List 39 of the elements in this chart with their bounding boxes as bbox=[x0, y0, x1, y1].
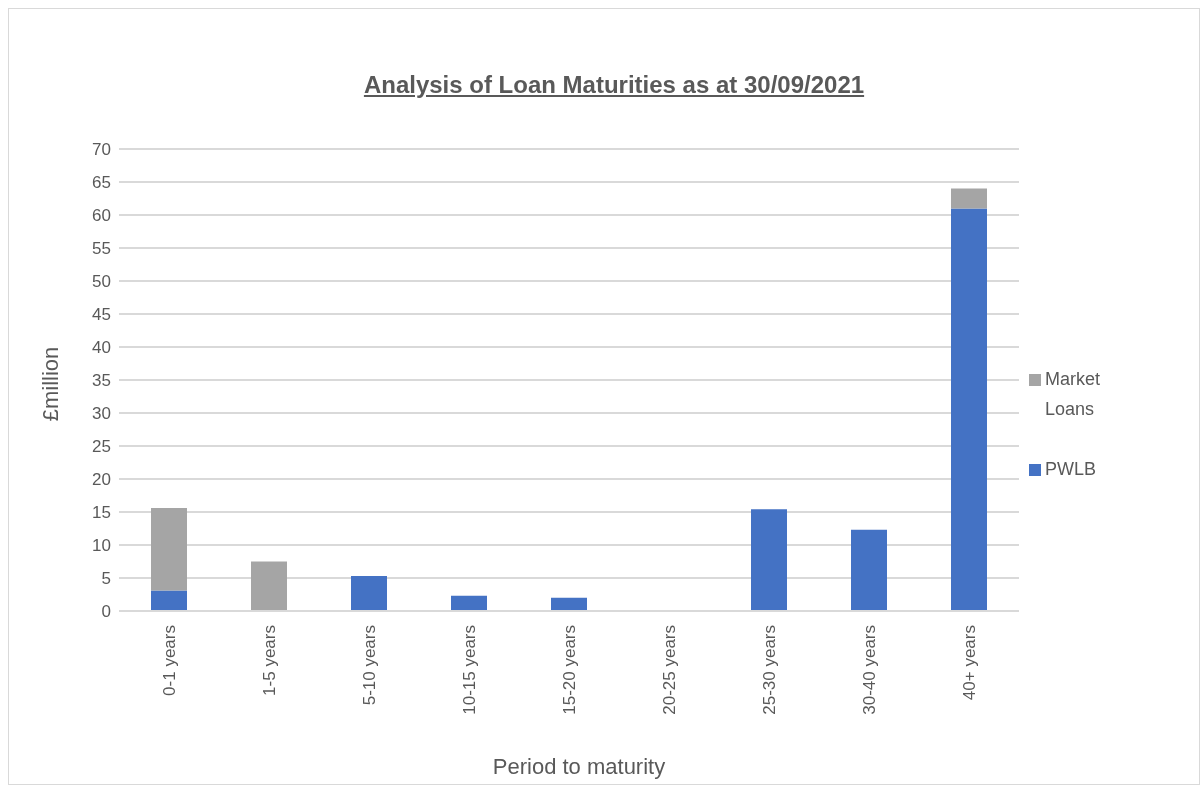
bar bbox=[951, 208, 987, 611]
y-tick-label: 15 bbox=[92, 503, 111, 523]
x-axis-title: Period to maturity bbox=[491, 754, 667, 780]
bar bbox=[551, 597, 587, 611]
bar bbox=[351, 576, 387, 611]
x-tick-label: 25-30 years bbox=[759, 625, 779, 715]
y-tick-label: 20 bbox=[92, 470, 111, 490]
bar bbox=[251, 561, 287, 611]
x-tick-label: 5-10 years bbox=[359, 625, 379, 706]
y-tick-label: 50 bbox=[92, 272, 111, 292]
chart-title: Analysis of Loan Maturities as at 30/09/2021 bbox=[362, 71, 866, 99]
y-tick-label: 35 bbox=[92, 371, 111, 391]
y-tick-label: 30 bbox=[92, 404, 111, 424]
x-tick-label: 20-25 years bbox=[659, 625, 679, 715]
y-tick-label: 45 bbox=[92, 305, 111, 325]
x-tick-label: 0-1 years bbox=[159, 625, 179, 696]
legend-label: Market Loans bbox=[1045, 368, 1101, 421]
bar bbox=[151, 508, 187, 591]
x-tick-label: 40+ years bbox=[959, 625, 979, 701]
y-tick-label: 65 bbox=[92, 173, 111, 193]
bar bbox=[951, 188, 987, 209]
bar bbox=[151, 590, 187, 611]
y-tick-label: 5 bbox=[101, 569, 111, 589]
legend-label: PWLB bbox=[1045, 458, 1097, 481]
y-tick-label: 0 bbox=[101, 602, 111, 622]
bar bbox=[451, 595, 487, 611]
y-tick-label: 10 bbox=[92, 536, 111, 556]
bar bbox=[751, 509, 787, 611]
x-tick-label: 10-15 years bbox=[459, 625, 479, 715]
y-tick-label: 60 bbox=[92, 206, 111, 226]
y-tick-label: 55 bbox=[92, 239, 111, 259]
y-tick-label: 40 bbox=[92, 338, 111, 358]
y-axis-title: £million bbox=[38, 346, 64, 422]
y-tick-label: 70 bbox=[92, 140, 111, 160]
x-tick-label: 1-5 years bbox=[259, 625, 279, 696]
bar bbox=[851, 529, 887, 611]
x-tick-label: 30-40 years bbox=[859, 625, 879, 715]
x-tick-label: 15-20 years bbox=[559, 625, 579, 715]
y-tick-label: 25 bbox=[92, 437, 111, 457]
